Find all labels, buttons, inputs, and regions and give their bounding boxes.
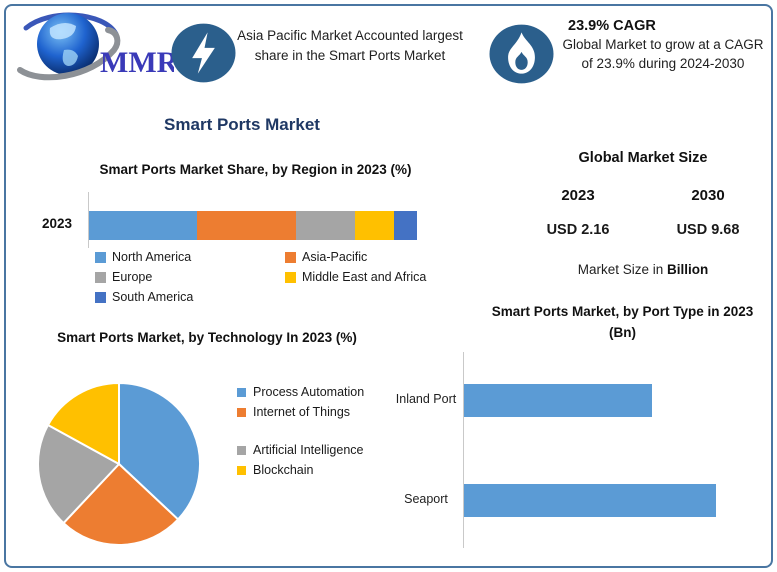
region-chart-title: Smart Ports Market Share, by Region in 2… — [99, 162, 412, 177]
region-stacked-bar — [89, 211, 417, 240]
legend-item-middle-east-and-africa: Middle East and Africa — [285, 267, 440, 287]
global-market-size-title: Global Market Size — [578, 150, 708, 166]
page-title: Smart Ports Market — [164, 115, 320, 134]
technology-chart-title: Smart Ports Market, by Technology In 202… — [57, 330, 357, 345]
port-bar-inland-port — [464, 383, 652, 417]
legend-swatch-process-automation — [237, 388, 246, 397]
legend-label-north-america: North America — [112, 250, 192, 264]
market-size-value-2023: USD 2.16 — [546, 222, 610, 238]
bar-segment-asia-pacific — [197, 211, 296, 240]
market-size-unit-prefix: Market Size in — [577, 262, 668, 277]
legend-item-internet-of-things: Internet of Things — [237, 404, 372, 422]
legend-swatch-blockchain — [237, 465, 246, 475]
legend-label-artificial-intelligence: Artificial Intelligence — [253, 443, 364, 457]
legend-item-south-america: South America — [95, 287, 285, 307]
port-category-label-seaport: Seaport — [404, 492, 448, 507]
legend-item-artificial-intelligence: Artificial Intelligence — [237, 442, 372, 460]
pie-slice-process-automation — [118, 382, 201, 521]
pie-slice-blockchain — [47, 382, 120, 465]
legend-item-blockchain: Blockchain — [237, 462, 372, 480]
market-size-unit-bold: Billion — [667, 262, 709, 277]
legend-item-process-automation: Process Automation — [237, 384, 372, 402]
legend-label-middle-east-and-africa: Middle East and Africa — [302, 270, 427, 284]
port-row-seaport: Seaport — [392, 483, 770, 517]
region-chart-axis — [88, 192, 89, 248]
market-size-value-2030: USD 9.68 — [676, 222, 740, 238]
legend-item-asia-pacific: Asia-Pacific — [285, 247, 440, 267]
technology-legend: Process Automation Internet of Things Arti… — [237, 384, 372, 481]
port-chart-axis — [463, 352, 464, 548]
legend-swatch-middle-east-and-africa — [285, 271, 296, 283]
global-market-size-panel: Global Market Size 2023 2030 USD 2.16 US… — [513, 150, 773, 277]
globe-continent-shape — [62, 49, 78, 66]
market-size-year-2023: 2023 — [561, 187, 595, 204]
flame-icon — [488, 22, 555, 86]
legend-swatch-north-america — [95, 251, 106, 263]
cagr-callout: 23.9% CAGR Global Market to grow at a CA… — [556, 18, 770, 74]
logo-text: MMR — [100, 46, 174, 79]
region-chart-category-label: 2023 — [42, 216, 73, 231]
legend-label-europe: Europe — [112, 270, 153, 284]
legend-swatch-europe — [95, 271, 106, 283]
globe-continent-shape — [49, 22, 76, 40]
market-size-unit-caption: Market Size in Billion — [513, 262, 773, 277]
pie-slice-internet-of-things — [62, 463, 180, 546]
technology-pie-chart — [37, 382, 201, 546]
bar-segment-middle-east-and-africa — [354, 211, 395, 240]
bar-segment-europe — [295, 211, 355, 240]
port-type-chart-title: Smart Ports Market, by Port Type in 2023… — [491, 304, 754, 340]
port-bar-seaport — [464, 483, 716, 517]
mmr-logo: MMR — [12, 6, 179, 90]
bar-segment-south-america — [394, 211, 417, 240]
pie-slice-artificial-intelligence — [37, 423, 120, 525]
legend-label-south-america: South America — [112, 290, 194, 304]
legend-swatch-artificial-intelligence — [237, 446, 246, 455]
logo-swoosh-front — [17, 27, 121, 81]
legend-item-north-america: North America — [95, 247, 285, 267]
highlight-statement: Asia Pacific Market Accounted largest sh… — [237, 28, 463, 63]
region-legend: North America Asia-Pacific Europe Middle Ea… — [95, 247, 440, 307]
legend-swatch-asia-pacific — [285, 251, 296, 263]
legend-swatch-south-america — [95, 291, 106, 303]
market-size-year-2030: 2030 — [691, 187, 725, 204]
port-rows: Inland Port Seaport — [392, 350, 770, 550]
cagr-body: Global Market to grow at a CAGR of 23.9%… — [562, 37, 764, 71]
port-row-inland-port: Inland Port — [392, 383, 770, 417]
lightning-icon — [170, 21, 237, 85]
legend-label-blockchain: Blockchain — [253, 462, 314, 477]
bar-segment-north-america — [89, 211, 198, 240]
cagr-heading: 23.9% CAGR — [568, 18, 656, 34]
legend-label-asia-pacific: Asia-Pacific — [302, 250, 368, 264]
legend-label-process-automation: Process Automation — [253, 385, 365, 399]
legend-item-europe: Europe — [95, 267, 285, 287]
port-category-label-inland-port: Inland Port — [395, 392, 457, 407]
legend-swatch-internet-of-things — [237, 407, 246, 417]
mmr-globe-logo-graphic: MMR — [17, 12, 179, 81]
port-type-bar-chart: Inland Port Seaport — [392, 350, 770, 550]
legend-label-internet-of-things: Internet of Things — [253, 404, 351, 419]
